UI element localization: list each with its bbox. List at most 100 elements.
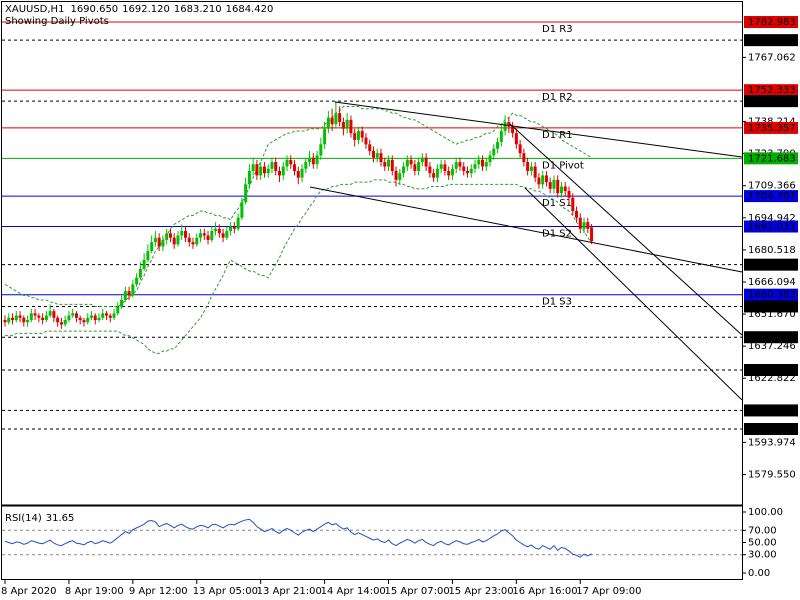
candle-body xyxy=(364,137,368,145)
candle-body xyxy=(492,148,496,156)
candle-body xyxy=(586,222,590,229)
level-label: 1752.333 xyxy=(748,85,796,96)
candle-body xyxy=(89,315,93,318)
candle-body xyxy=(417,162,421,171)
candle-body xyxy=(518,144,522,154)
trendline xyxy=(309,186,743,273)
candle-body xyxy=(187,237,191,243)
trendline xyxy=(509,123,743,336)
candle-body xyxy=(420,157,424,163)
candle-body xyxy=(330,117,334,125)
candle-body xyxy=(101,313,105,318)
level-box xyxy=(744,190,798,203)
level-label: 1608.350 xyxy=(748,405,796,416)
candle-body xyxy=(443,164,447,171)
candle-body xyxy=(548,182,552,189)
y-tick-label: 1680.518 xyxy=(748,245,796,256)
candle-body xyxy=(326,117,330,129)
rsi-title: RSI(14) 31.65 xyxy=(5,513,74,524)
candle-body xyxy=(63,320,67,325)
candle-body xyxy=(274,162,278,171)
candle-body xyxy=(360,130,364,138)
candle-body xyxy=(465,170,469,174)
candle-body xyxy=(484,162,488,167)
candle-body xyxy=(105,313,109,316)
candle-body xyxy=(176,235,180,245)
candle-body xyxy=(345,119,349,129)
candle-body xyxy=(341,122,345,129)
bollinger-band xyxy=(5,179,592,354)
trendlines xyxy=(309,101,743,401)
y-tick-label: 30.00 xyxy=(748,550,777,561)
level-name: D1 S3 xyxy=(542,297,572,308)
candle-body xyxy=(578,217,582,229)
candle-body xyxy=(394,170,398,180)
level-box xyxy=(744,288,798,301)
y-tick-label: 1694.942 xyxy=(748,213,796,224)
candle-body xyxy=(371,150,375,158)
low: 1683.210 xyxy=(174,4,222,15)
candle-body xyxy=(165,233,169,240)
candle-body xyxy=(522,153,526,163)
candle-body xyxy=(93,315,97,321)
candle-body xyxy=(323,128,327,145)
plot: D1 R3 D1 R2 D1 R1 D1 Pivot D1 S1 D1 S2 D1 S3 xyxy=(2,21,742,558)
candle-body xyxy=(296,170,300,178)
candle-body xyxy=(379,153,383,163)
x-tick-label: 17 Apr 09:00 xyxy=(576,586,641,597)
bollinger-band xyxy=(4,105,592,308)
level-box xyxy=(744,331,798,344)
candle-body xyxy=(458,162,462,167)
candle-body xyxy=(450,168,454,176)
candle-body xyxy=(251,164,255,171)
candle-body xyxy=(289,159,293,165)
x-tick-label: 16 Apr 16:00 xyxy=(512,586,577,597)
candle-body xyxy=(112,313,116,318)
candle-body xyxy=(552,179,556,189)
candle-body xyxy=(206,235,210,240)
candle-body xyxy=(259,166,263,176)
candle-body xyxy=(469,168,473,174)
level-label: 1673.884 xyxy=(748,260,796,271)
candle-body xyxy=(432,173,436,178)
candle-body xyxy=(454,162,458,169)
candle-body xyxy=(533,166,537,178)
candle-body xyxy=(477,159,481,165)
candle-body xyxy=(236,217,240,229)
candle-body xyxy=(590,227,594,242)
candle-body xyxy=(507,122,511,127)
header: XAUUSD,H1 1690.650 1692.120 1683.210 1684.42… xyxy=(5,4,273,15)
candle-body xyxy=(191,242,195,245)
y-tick-label: 1637.246 xyxy=(748,341,796,352)
candle-body xyxy=(277,170,281,176)
candle-body xyxy=(108,315,112,318)
candle-body xyxy=(217,228,221,234)
level-box xyxy=(744,95,798,108)
candle-body xyxy=(44,315,48,321)
level-name: D1 R3 xyxy=(542,24,573,35)
rsi-last: 31.65 xyxy=(46,513,75,524)
candle-body xyxy=(240,202,244,218)
candle-body xyxy=(349,119,353,134)
candle-body xyxy=(567,190,571,198)
candle-body xyxy=(293,164,297,171)
candle-body xyxy=(514,133,518,145)
candle-body xyxy=(180,231,184,236)
header-note: Showing Daily Pivots xyxy=(5,16,109,27)
frame xyxy=(1,1,743,580)
x-tick-label: 8 Apr 19:00 xyxy=(65,586,124,597)
level-label: 1600.000 xyxy=(748,424,796,435)
candle-body xyxy=(244,184,248,203)
y-tick-label: 100.00 xyxy=(748,507,783,518)
candle-body xyxy=(571,197,575,212)
candle-body xyxy=(428,166,432,174)
candle-body xyxy=(266,168,270,174)
candle-body xyxy=(247,170,251,185)
candle-body xyxy=(7,317,11,323)
candle-body xyxy=(41,317,45,321)
candle-body xyxy=(439,164,443,169)
level-name: D1 R2 xyxy=(542,92,573,103)
candle-body xyxy=(315,155,319,165)
